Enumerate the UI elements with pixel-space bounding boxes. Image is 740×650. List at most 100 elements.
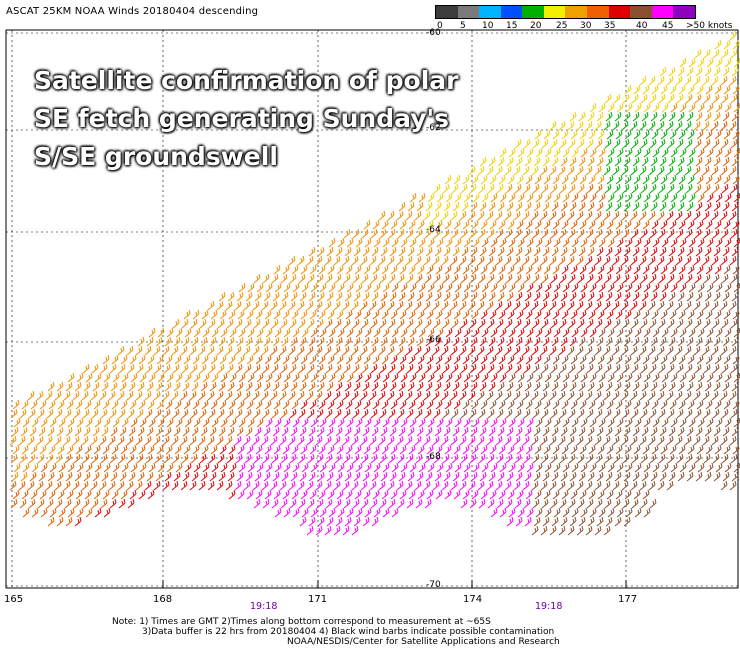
wind-barb xyxy=(603,525,611,536)
wind-barb xyxy=(382,462,390,473)
wind-barb xyxy=(459,390,467,401)
wind-barb xyxy=(307,363,315,374)
wind-barb xyxy=(515,471,523,482)
wind-barb xyxy=(596,201,604,212)
wind-barb xyxy=(247,327,255,338)
wind-barb xyxy=(712,363,720,374)
wind-barb xyxy=(733,102,740,113)
wind-barb xyxy=(45,390,53,401)
wind-barb xyxy=(297,390,305,401)
wind-barb xyxy=(551,336,559,347)
wind-barb xyxy=(462,489,470,500)
wind-barb xyxy=(198,345,206,356)
wind-barb xyxy=(596,471,604,482)
wind-barb xyxy=(704,471,712,482)
wind-barb xyxy=(696,219,704,230)
wind-barb xyxy=(469,453,477,464)
wind-barb xyxy=(598,507,606,518)
wind-barb xyxy=(427,282,435,293)
wind-barb xyxy=(631,318,639,329)
wind-barb xyxy=(378,435,386,446)
wind-barb xyxy=(255,444,263,455)
wind-barb xyxy=(310,372,318,383)
wind-barb xyxy=(398,381,406,392)
wind-barb xyxy=(163,363,171,374)
wind-barb xyxy=(324,390,332,401)
wind-barb xyxy=(569,381,577,392)
wind-barb xyxy=(579,219,587,230)
wind-barb xyxy=(715,57,723,68)
wind-barb xyxy=(324,255,332,266)
wind-barb xyxy=(127,498,135,509)
wind-barb xyxy=(695,111,703,122)
wind-barb xyxy=(730,183,738,194)
wind-barb xyxy=(236,471,244,482)
wind-barb xyxy=(225,300,233,311)
wind-barb xyxy=(498,489,506,500)
wind-barb xyxy=(534,309,542,320)
wind-barb xyxy=(48,399,56,410)
wind-barb xyxy=(650,291,658,302)
wind-barb xyxy=(289,363,297,374)
wind-barb xyxy=(398,246,406,257)
wind-barb xyxy=(171,390,179,401)
wind-barb xyxy=(541,363,549,374)
wind-barb xyxy=(504,345,512,356)
wind-barb xyxy=(443,426,451,437)
wind-barb xyxy=(631,498,639,509)
wind-barb xyxy=(408,354,416,365)
wind-barb xyxy=(373,282,381,293)
wind-barb xyxy=(22,417,30,428)
wind-barb xyxy=(441,345,449,356)
wind-barb xyxy=(336,264,344,275)
wind-barb xyxy=(319,417,327,428)
wind-barb xyxy=(634,237,642,248)
wind-barb xyxy=(594,435,602,446)
wind-barb xyxy=(587,201,595,212)
wind-barb xyxy=(128,426,136,437)
wind-barb xyxy=(678,309,686,320)
wind-barb xyxy=(351,300,359,311)
wind-barb xyxy=(621,480,629,491)
wind-barb xyxy=(659,201,667,212)
wind-barb xyxy=(209,426,217,437)
wind-barb xyxy=(684,120,692,131)
wind-barb xyxy=(732,354,740,365)
wind-barb xyxy=(433,408,441,419)
wind-barb xyxy=(507,399,515,410)
wind-barb xyxy=(668,201,676,212)
wind-barb xyxy=(684,300,692,311)
wind-barb xyxy=(63,435,71,446)
wind-barb xyxy=(532,408,540,419)
wind-barb xyxy=(550,273,558,284)
wind-barb xyxy=(228,489,236,500)
wind-barb xyxy=(598,282,606,293)
wind-barb xyxy=(576,480,584,491)
wind-barb xyxy=(256,462,264,473)
wind-barb xyxy=(30,489,38,500)
wind-barb xyxy=(9,480,17,491)
wind-barb xyxy=(218,291,226,302)
wind-barb xyxy=(418,417,426,428)
wind-barb xyxy=(678,354,686,365)
wind-barb xyxy=(649,453,657,464)
wind-barb xyxy=(364,507,372,518)
wind-barb xyxy=(334,498,342,509)
wind-barb xyxy=(675,300,683,311)
wind-barb xyxy=(381,219,389,230)
wind-barb xyxy=(526,237,534,248)
wind-barb xyxy=(292,372,300,383)
wind-barb xyxy=(372,309,380,320)
wind-barb xyxy=(508,462,516,473)
wind-barb xyxy=(173,471,181,482)
wind-barb xyxy=(463,237,471,248)
wind-barb xyxy=(567,210,575,221)
wind-barb xyxy=(324,345,332,356)
wind-barb xyxy=(468,165,476,176)
wind-barb xyxy=(396,435,404,446)
wind-barb xyxy=(616,237,624,248)
wind-barb xyxy=(57,399,65,410)
wind-barb xyxy=(506,156,514,167)
wind-barb xyxy=(642,489,650,500)
wind-barb xyxy=(308,426,316,437)
